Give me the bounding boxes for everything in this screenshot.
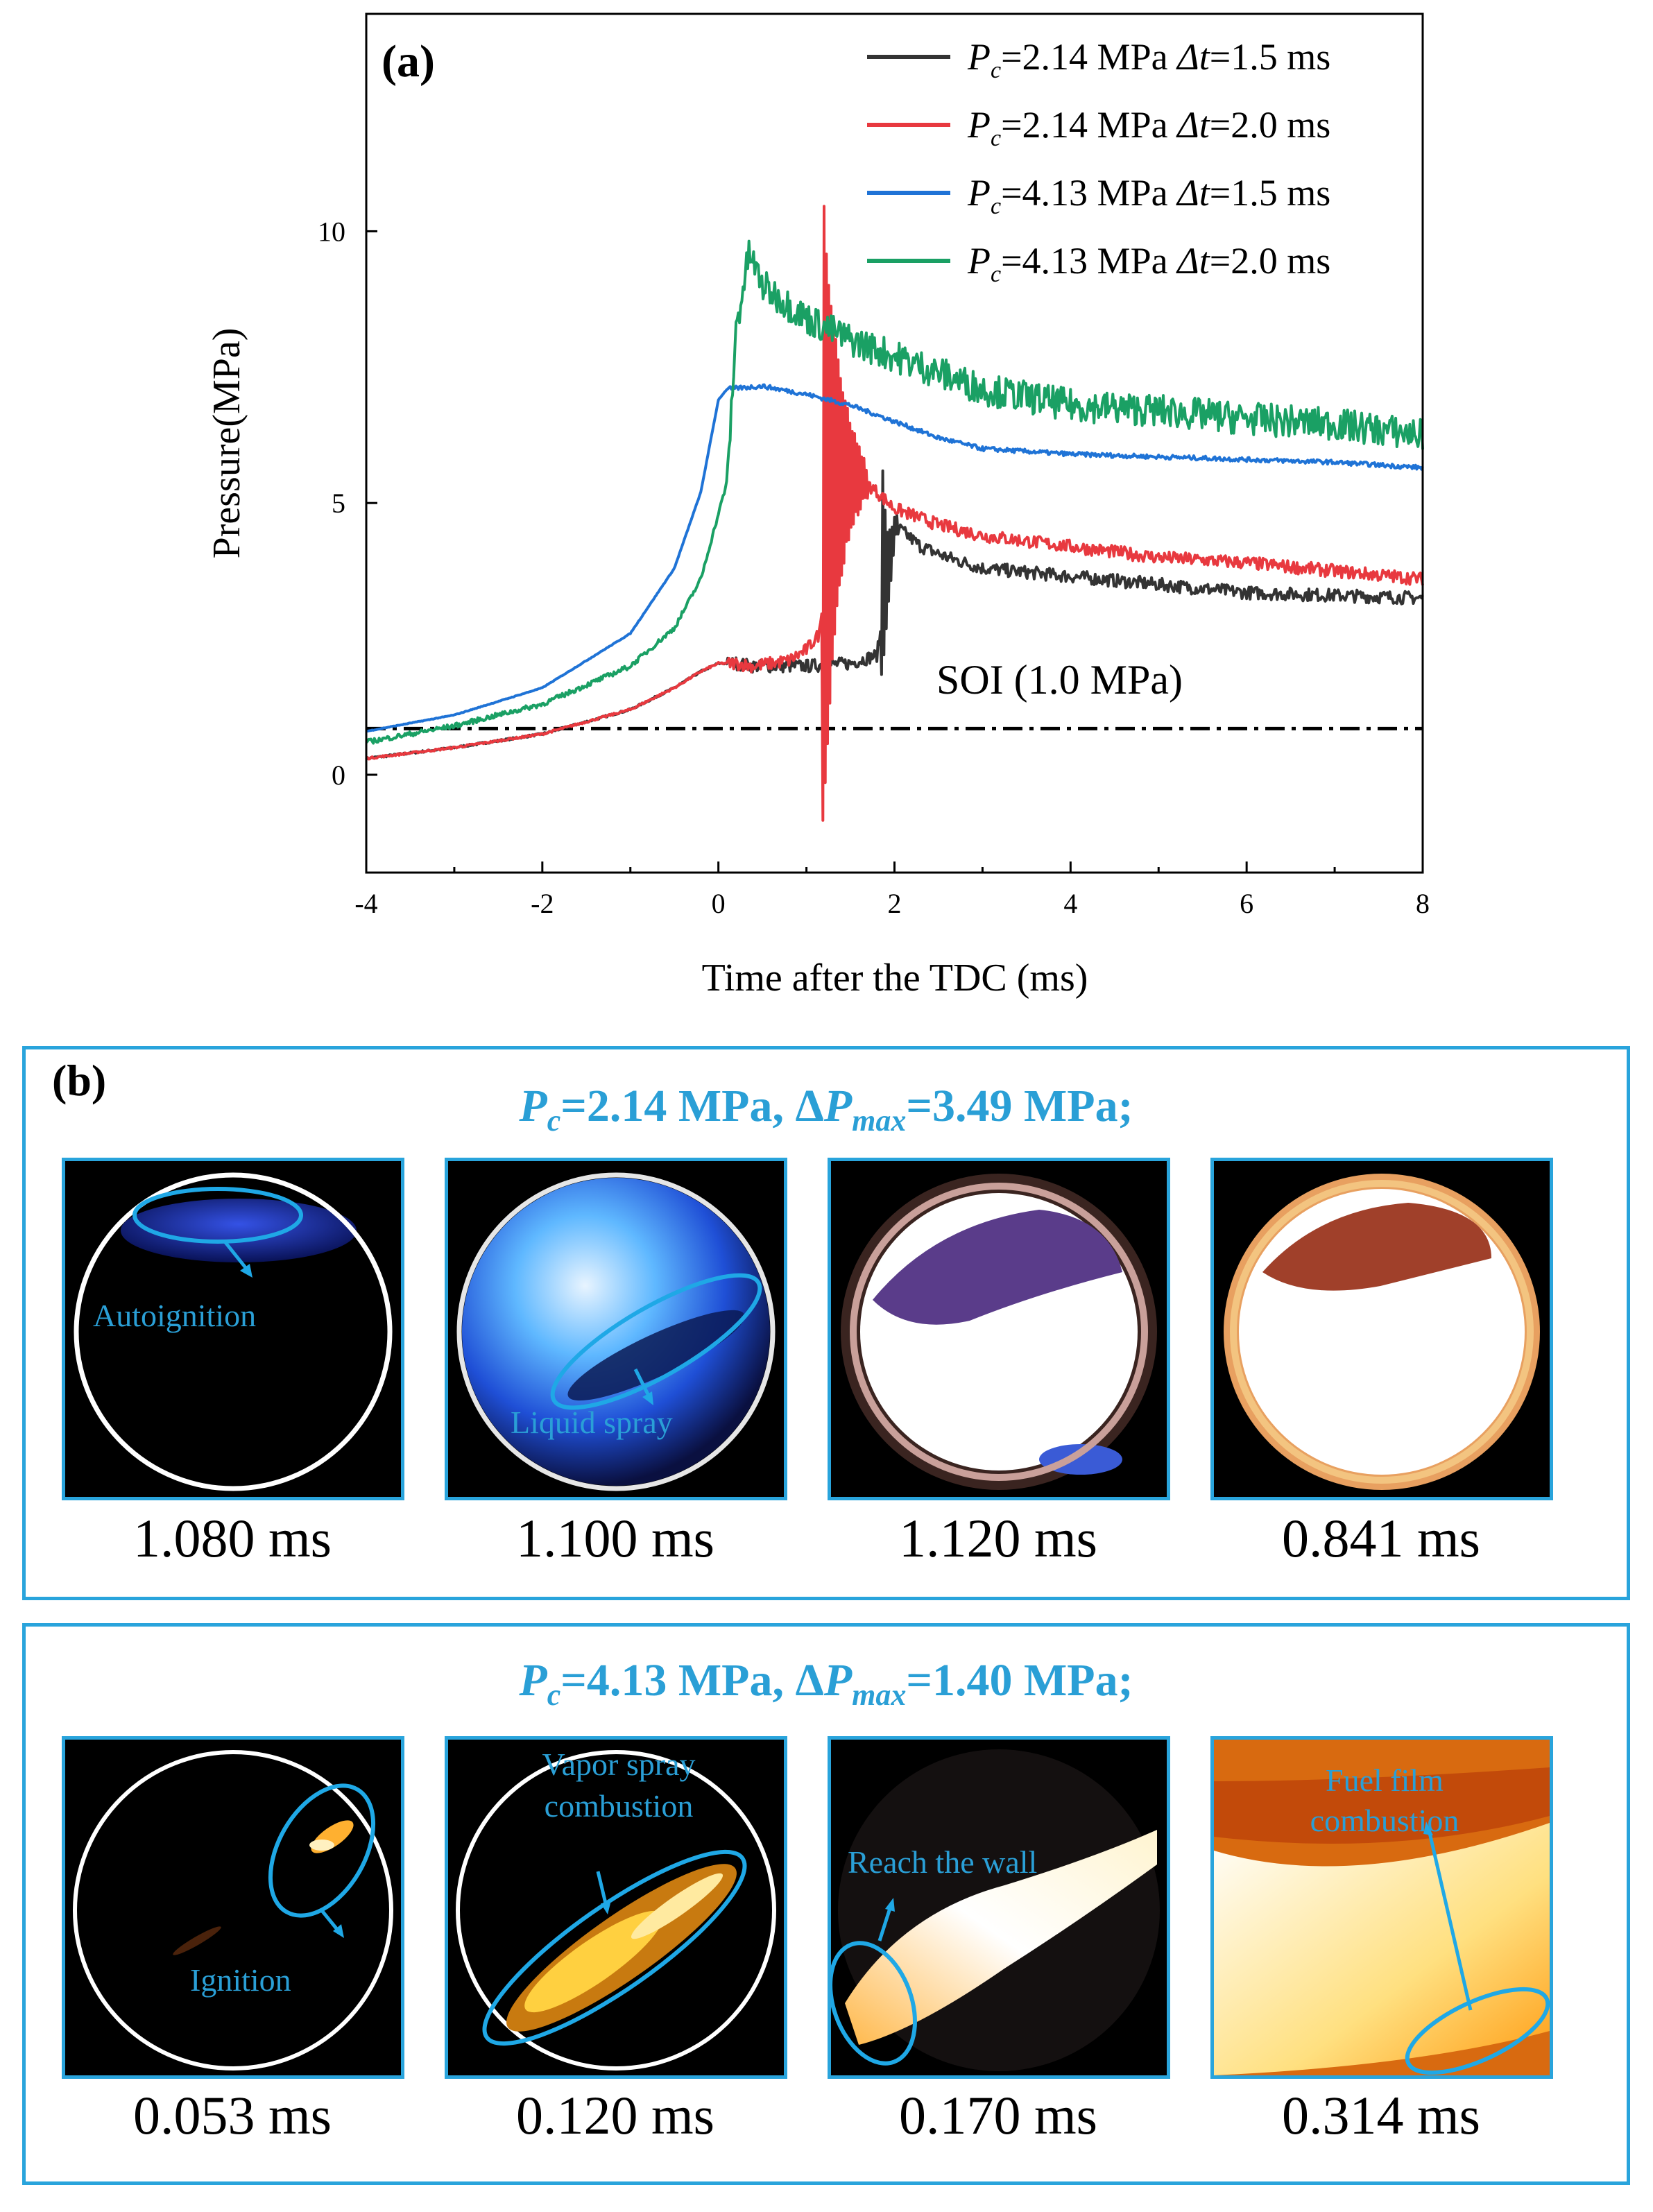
frame-1-120ms [828, 1158, 1170, 1500]
chamber-image [1214, 1740, 1550, 2075]
y-tick-label: 5 [332, 488, 345, 519]
legend-text-b: =1.5 ms [1210, 172, 1330, 214]
legend-entry: Pc=2.14 MPa Δt=1.5 ms [867, 36, 1330, 83]
annotation-fuel-film: Fuel film combustion [1310, 1763, 1459, 1838]
legend-dt: Δt [1176, 36, 1211, 78]
annotation-reach-wall: Reach the wall [848, 1844, 1038, 1880]
legend-text-b: =2.0 ms [1210, 240, 1330, 282]
annotation-autoignition: Autoignition [93, 1298, 257, 1333]
frame-caption: 0.053 ms [132, 2085, 332, 2145]
frame-caption: 1.120 ms [898, 1508, 1098, 1568]
legend-dt: Δt [1176, 172, 1211, 214]
legend-entry: Pc=2.14 MPa Δt=2.0 ms [867, 104, 1330, 151]
frame-0-053ms: Ignition [62, 1736, 404, 2079]
legend-sub: c [991, 194, 1001, 219]
chamber-image [456, 1750, 776, 2070]
frame-0-170ms: Reach the wall [828, 1736, 1170, 2079]
svg-text:Pc=4.13 MPa Δt=1.5 ms: Pc=4.13 MPa Δt=1.5 ms [967, 172, 1330, 219]
plot-frame [365, 12, 1424, 874]
y-tick-label: 0 [332, 760, 345, 791]
svg-text:Pc=2.14 MPa Δt=2.0 ms: Pc=2.14 MPa Δt=2.0 ms [967, 104, 1330, 151]
x-tick-label: 4 [1063, 888, 1077, 919]
legend-text-b: =1.5 ms [1210, 36, 1330, 78]
series-line-2 [365, 205, 1424, 822]
legend-text-a: =2.14 MPa [1001, 36, 1177, 78]
soi-label: SOI (1.0 MPa) [936, 657, 1183, 703]
frame-caption: 0.314 ms [1281, 2085, 1481, 2145]
y-tick-label: 10 [318, 216, 345, 247]
frame-caption: 1.080 ms [132, 1508, 332, 1568]
legend-sym: P [967, 172, 991, 214]
frame-0-120ms: Vapor spray combustion [445, 1736, 787, 2079]
frame-caption: 1.100 ms [515, 1508, 715, 1568]
legend-sub: c [991, 58, 1001, 83]
legend-sym: P [967, 104, 991, 146]
panel-b-row-2: Pc=4.13 MPa, ΔPmax=1.40 MPa; Ignition 0.… [22, 1623, 1630, 2185]
legend-sub: c [991, 262, 1001, 287]
legend-dt: Δt [1176, 240, 1211, 282]
x-tick-label: -2 [531, 888, 554, 919]
svg-text:Pc=4.13 MPa Δt=2.0 ms: Pc=4.13 MPa Δt=2.0 ms [967, 240, 1330, 287]
row-1-heading: Pc=2.14 MPa, ΔPmax=3.49 MPa; [519, 1081, 1133, 1138]
annotation-liquid-spray: Liquid spray [511, 1405, 673, 1440]
annotation-ignition: Ignition [190, 1962, 291, 1998]
x-axis-label: Time after the TDC (ms) [702, 957, 1088, 999]
panel-a-label: (a) [382, 36, 435, 87]
chamber-image [1224, 1174, 1540, 1490]
series-line-3 [366, 383, 1424, 733]
series-layer [365, 205, 1424, 822]
series-line-1 [365, 469, 1424, 760]
legend-sub: c [991, 126, 1001, 151]
series-line-4 [365, 239, 1424, 745]
chamber-image [841, 1174, 1157, 1490]
frame-caption: 0.120 ms [515, 2085, 715, 2145]
x-tick-label: 2 [888, 888, 902, 919]
frame-1-080ms: Autoignition [62, 1158, 404, 1500]
svg-text:Pc=2.14 MPa Δt=1.5 ms: Pc=2.14 MPa Δt=1.5 ms [967, 36, 1330, 83]
frame-caption: 0.170 ms [898, 2085, 1098, 2145]
x-tick-label: -4 [354, 888, 377, 919]
row-2-heading: Pc=4.13 MPa, ΔPmax=1.40 MPa; [519, 1655, 1133, 1713]
x-tick-label: 6 [1240, 888, 1253, 919]
frame-1-100ms: Liquid spray [445, 1158, 787, 1500]
legend-text-b: =2.0 ms [1210, 104, 1330, 146]
chamber-image [73, 1750, 393, 2070]
legend-sym: P [967, 240, 991, 282]
legend: Pc=2.14 MPa Δt=1.5 ms Pc=2.14 MPa Δt=2.0… [867, 36, 1330, 287]
legend-entry: Pc=4.13 MPa Δt=1.5 ms [867, 172, 1330, 219]
legend-entry: Pc=4.13 MPa Δt=2.0 ms [867, 240, 1330, 287]
chamber-image [831, 1749, 1160, 2071]
panel-b-row-1: (b) Pc=2.14 MPa, ΔPmax=3.49 MPa; Autoign… [22, 1046, 1630, 1600]
legend-text-a: =2.14 MPa [1001, 104, 1177, 146]
legend-text-a: =4.13 MPa [1001, 240, 1177, 282]
annotation-vapor-spray: Vapor spray combustion [542, 1747, 696, 1824]
legend-text-a: =4.13 MPa [1001, 172, 1177, 214]
x-tick-label: 8 [1416, 888, 1430, 919]
chamber-image [456, 1172, 776, 1491]
x-tick-label: 0 [712, 888, 726, 919]
pressure-chart: -4 -2 0 2 4 6 8 0 5 10 (a) SOI (1.0 MPa) Time aft… [205, 12, 1430, 999]
chamber-image [74, 1172, 393, 1491]
legend-sym: P [967, 36, 991, 78]
legend-dt: Δt [1176, 104, 1211, 146]
frame-0-314ms: Fuel film combustion [1210, 1736, 1553, 2079]
y-axis-label: Pressure(MPa) [205, 328, 248, 559]
panel-b-label: (b) [52, 1056, 107, 1105]
frame-caption: 0.841 ms [1281, 1508, 1481, 1568]
tick-layer: -4 -2 0 2 4 6 8 0 5 10 [318, 216, 1430, 919]
frame-0-841ms [1210, 1158, 1553, 1500]
